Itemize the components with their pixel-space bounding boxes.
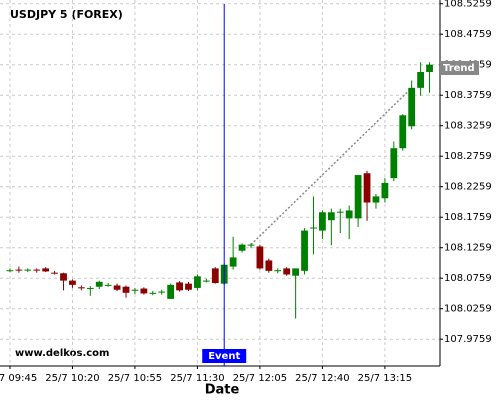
candle-body bbox=[202, 280, 210, 282]
candle-body bbox=[256, 246, 264, 269]
candle-body bbox=[354, 175, 362, 219]
candle-body bbox=[140, 288, 148, 294]
candle-body bbox=[86, 287, 94, 289]
candle-body bbox=[15, 269, 23, 271]
chart-title: USDJPY 5 (FOREX) bbox=[10, 8, 123, 21]
y-tick-label: 108.0759 bbox=[444, 273, 492, 284]
candle-body bbox=[310, 227, 317, 229]
candle-body bbox=[24, 269, 32, 271]
candle-body bbox=[301, 230, 308, 271]
x-tick-label: 25/7 12:05 bbox=[233, 373, 287, 384]
candle-body bbox=[336, 211, 344, 213]
candle-body bbox=[149, 292, 157, 294]
candle-body bbox=[167, 284, 175, 299]
candle-body bbox=[158, 291, 166, 293]
candle-body bbox=[42, 268, 50, 272]
trend-label-box bbox=[440, 61, 479, 75]
x-tick-label: 25/7 12:40 bbox=[295, 373, 349, 384]
watermark: www.delkos.com bbox=[15, 348, 109, 359]
candle-body bbox=[345, 210, 353, 219]
y-tick-label: 108.1259 bbox=[444, 243, 492, 254]
candle-body bbox=[51, 272, 58, 274]
trend-label: Trend bbox=[443, 63, 475, 74]
y-tick-label: 108.4759 bbox=[444, 29, 492, 40]
candle-body bbox=[60, 273, 67, 281]
candle-body bbox=[283, 268, 291, 275]
x-tick-label: 25/7 09:45 bbox=[0, 373, 37, 384]
candle-body bbox=[319, 212, 326, 231]
candle-body bbox=[247, 244, 255, 246]
candle-body bbox=[176, 282, 183, 291]
candle-body bbox=[131, 289, 139, 291]
trend-line bbox=[250, 87, 413, 246]
candle-body bbox=[408, 87, 416, 127]
candle-body bbox=[69, 280, 76, 285]
candle-body bbox=[381, 183, 389, 199]
y-tick-label: 108.2759 bbox=[444, 151, 492, 162]
candle-body bbox=[229, 257, 237, 267]
y-tick-label: 108.3259 bbox=[444, 121, 492, 132]
y-tick-label: 108.1759 bbox=[444, 212, 492, 223]
candle-body bbox=[426, 64, 433, 72]
candle-body bbox=[399, 115, 407, 149]
candle-body bbox=[274, 270, 282, 272]
y-tick-label: 107.9759 bbox=[444, 334, 492, 345]
event-label-box bbox=[202, 349, 247, 363]
candle-body bbox=[95, 281, 103, 287]
candle-body bbox=[104, 284, 112, 286]
candle-body bbox=[33, 269, 41, 271]
candle-body bbox=[327, 212, 335, 221]
y-tick-label: 108.3759 bbox=[444, 90, 492, 101]
x-tick-label: 25/7 10:55 bbox=[108, 373, 162, 384]
x-tick-label: 25/7 11:30 bbox=[170, 373, 224, 384]
y-tick-label: 108.5259 bbox=[444, 0, 492, 10]
candle-body bbox=[122, 286, 130, 293]
candle-body bbox=[372, 196, 380, 203]
x-axis-title: Date bbox=[205, 383, 240, 398]
candle-body bbox=[77, 287, 85, 289]
candle-body bbox=[417, 71, 425, 88]
candle-body bbox=[363, 173, 371, 203]
x-tick-label: 25/7 13:15 bbox=[358, 373, 412, 384]
event-label: Event bbox=[208, 351, 240, 362]
y-tick-label: 108.0259 bbox=[444, 304, 492, 315]
candle-body bbox=[6, 270, 14, 272]
candle-body bbox=[194, 276, 201, 288]
candle-body bbox=[113, 285, 121, 290]
candle-body bbox=[292, 268, 300, 276]
x-tick-label: 25/7 10:20 bbox=[45, 373, 99, 384]
candle-body bbox=[238, 244, 246, 251]
candle-body bbox=[211, 268, 219, 284]
candle-body bbox=[265, 260, 273, 271]
candle-body bbox=[185, 283, 192, 290]
y-tick-label: 108.2259 bbox=[444, 182, 492, 193]
candle-body bbox=[390, 148, 398, 179]
